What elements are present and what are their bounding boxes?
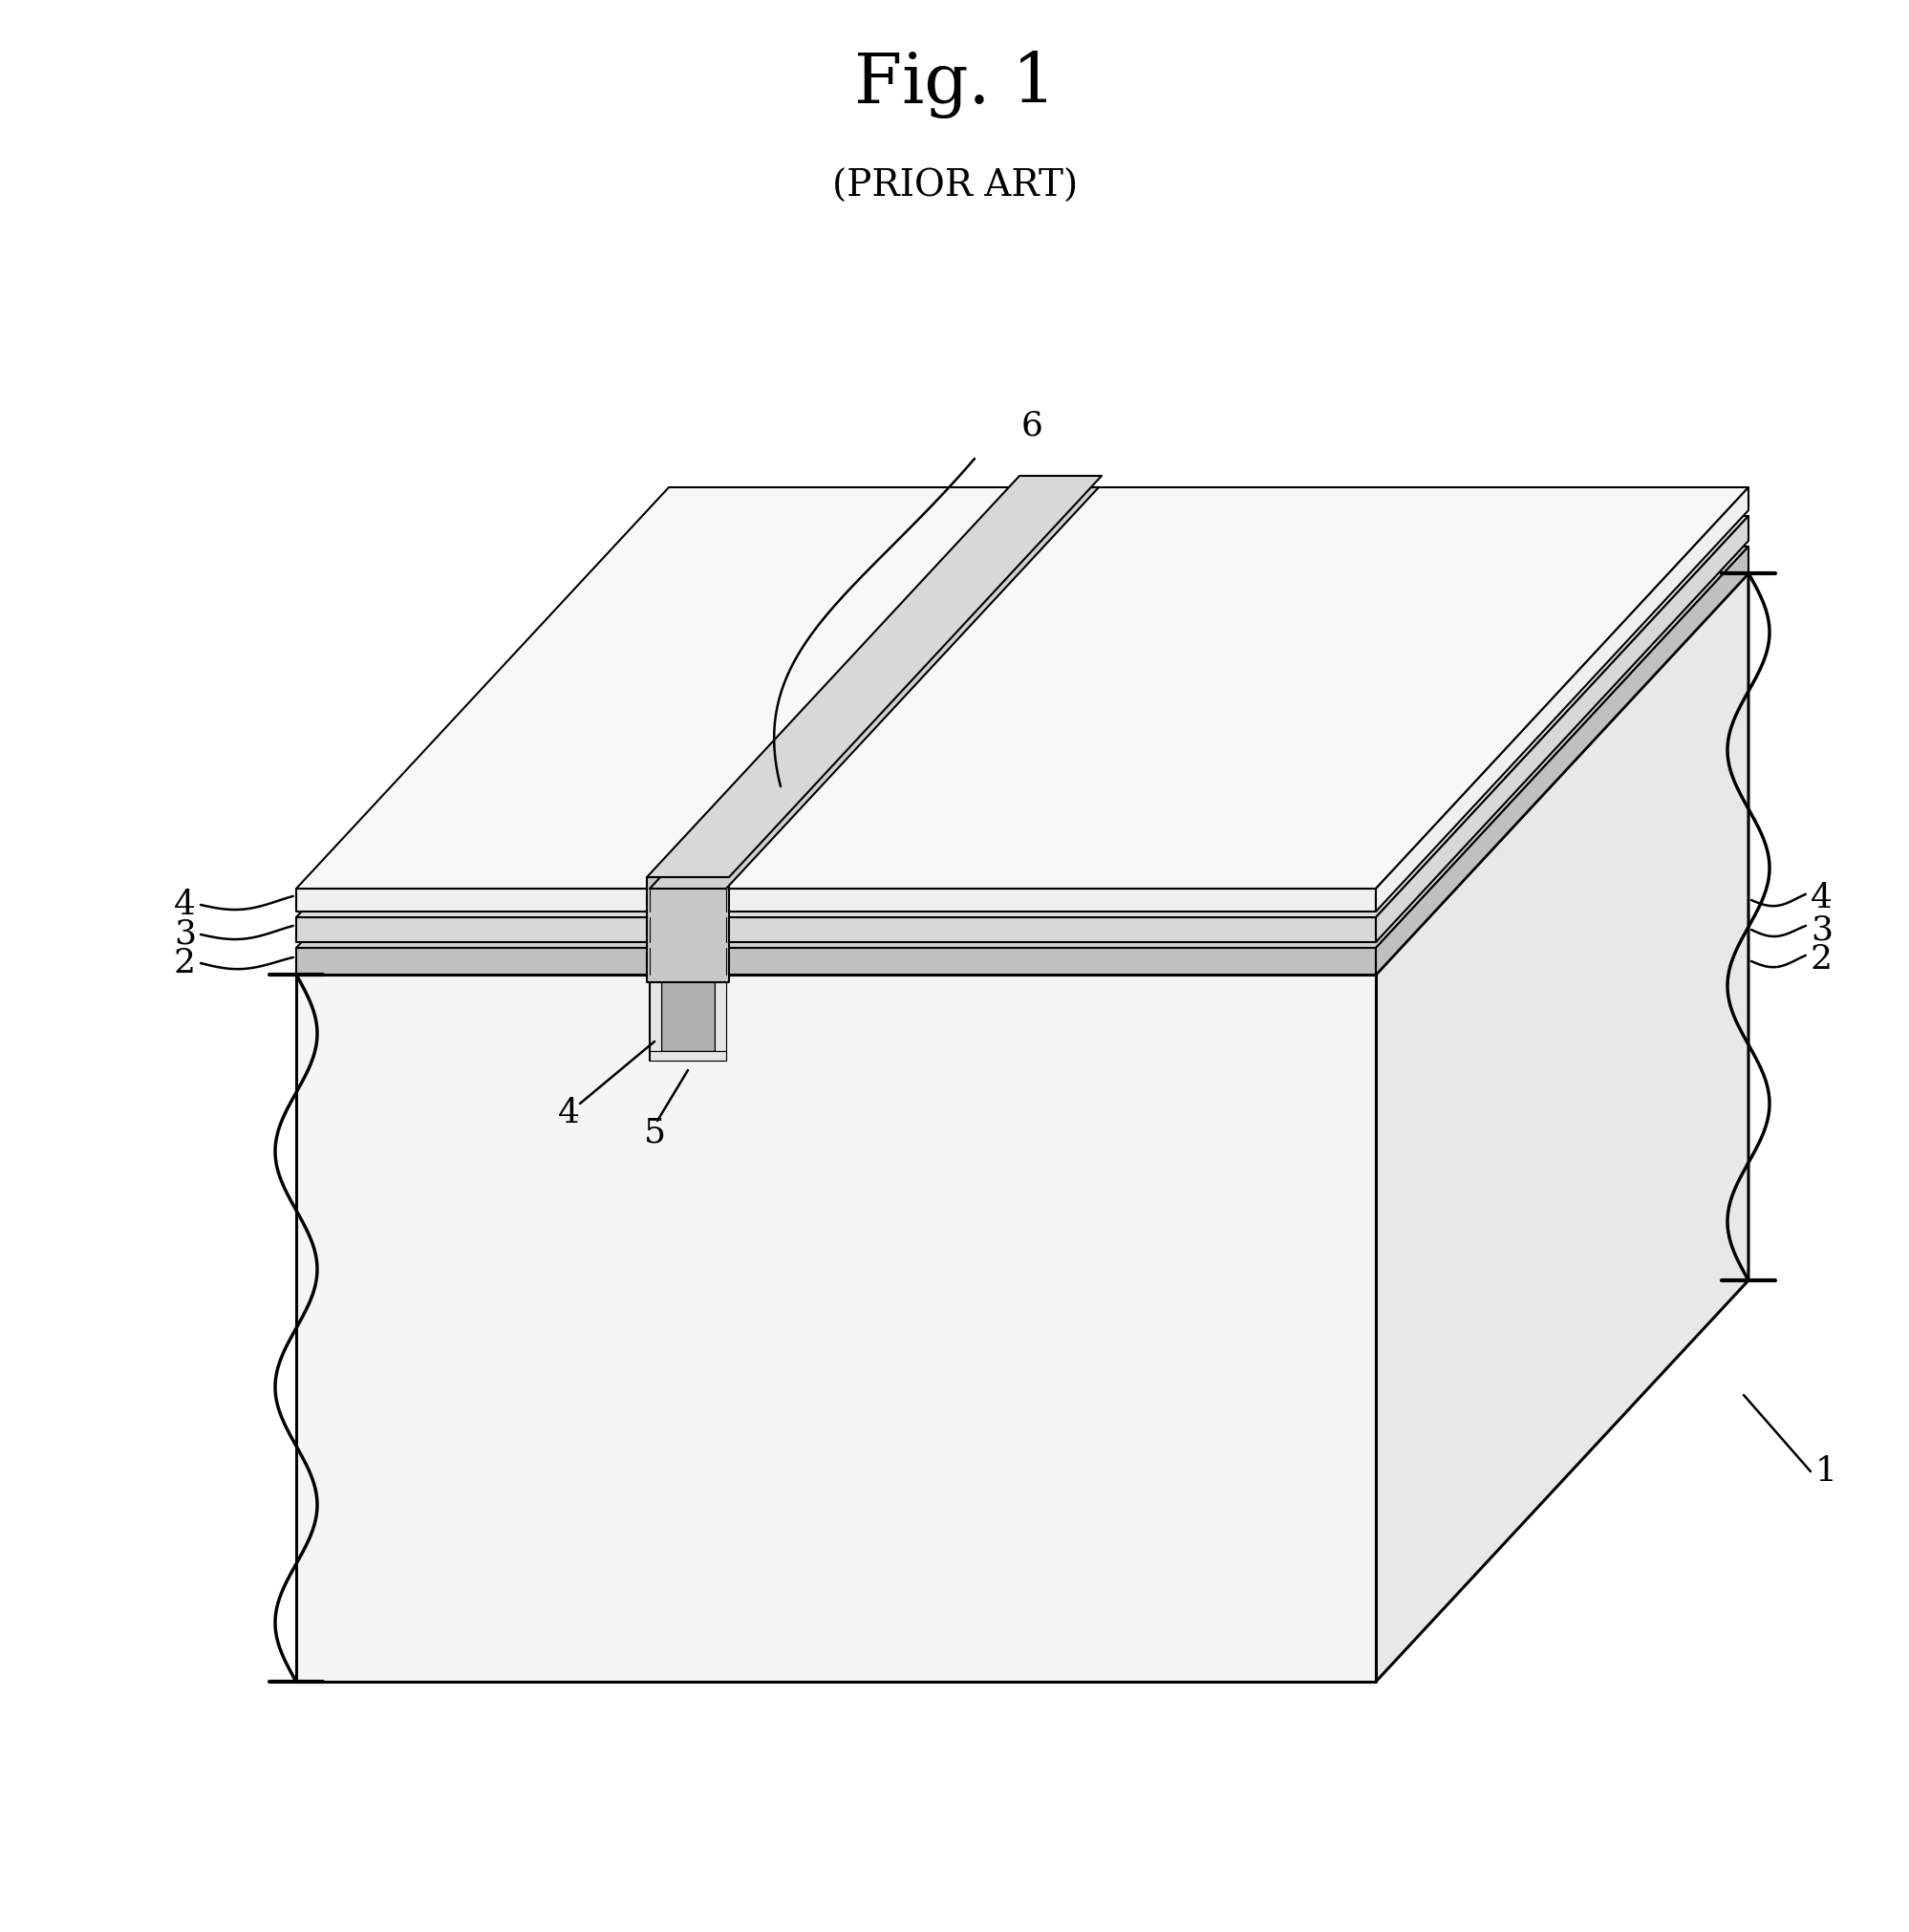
Text: 2: 2: [1810, 943, 1831, 976]
Polygon shape: [714, 978, 725, 1051]
Text: 3: 3: [1810, 914, 1833, 947]
Polygon shape: [649, 978, 661, 1051]
Text: 1: 1: [1814, 1455, 1836, 1488]
Polygon shape: [296, 487, 1747, 889]
Text: 5: 5: [643, 1117, 664, 1148]
Text: 4: 4: [1810, 881, 1831, 914]
Polygon shape: [296, 574, 1747, 974]
Polygon shape: [1374, 516, 1747, 943]
Text: 6: 6: [1021, 410, 1042, 440]
Polygon shape: [649, 487, 1098, 889]
Polygon shape: [1374, 487, 1747, 912]
Polygon shape: [296, 889, 1374, 912]
Polygon shape: [647, 877, 729, 981]
Polygon shape: [296, 918, 1374, 943]
Polygon shape: [647, 475, 1101, 877]
Text: 2: 2: [174, 947, 197, 980]
Polygon shape: [296, 516, 1747, 918]
Text: 4: 4: [557, 1097, 578, 1130]
Polygon shape: [649, 1051, 725, 1061]
Polygon shape: [296, 949, 1374, 974]
Text: 3: 3: [174, 918, 197, 951]
Polygon shape: [1374, 574, 1747, 1681]
Polygon shape: [1374, 547, 1747, 974]
Polygon shape: [296, 974, 1374, 1681]
Text: (PRIOR ART): (PRIOR ART): [832, 168, 1079, 205]
Polygon shape: [296, 547, 1747, 949]
Polygon shape: [649, 980, 725, 1061]
Polygon shape: [661, 978, 714, 1051]
Text: Fig. 1: Fig. 1: [853, 50, 1056, 118]
Text: 4: 4: [174, 889, 197, 922]
